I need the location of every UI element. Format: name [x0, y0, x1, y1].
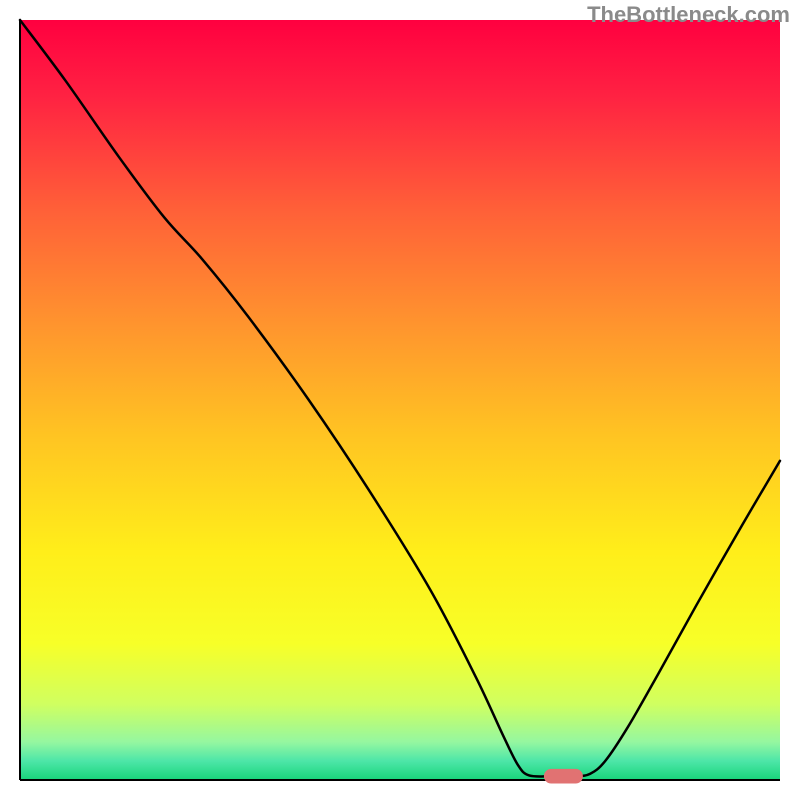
bottleneck-chart: TheBottleneck.com	[0, 0, 800, 800]
optimal-marker	[544, 769, 582, 783]
watermark-text: TheBottleneck.com	[587, 2, 790, 28]
bottleneck-curve	[20, 20, 780, 776]
chart-overlay	[0, 0, 800, 800]
